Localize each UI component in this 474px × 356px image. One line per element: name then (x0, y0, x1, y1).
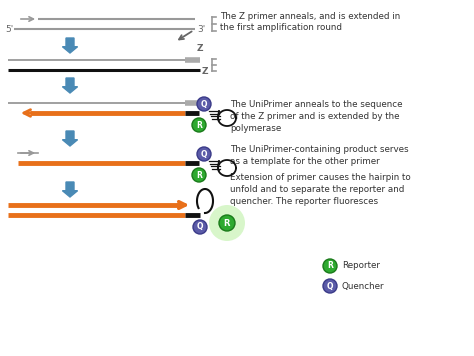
Text: 5': 5' (5, 25, 13, 33)
Text: Q: Q (327, 282, 333, 290)
Text: R: R (327, 262, 333, 271)
FancyArrow shape (63, 78, 78, 93)
Text: Q: Q (197, 222, 203, 231)
Circle shape (193, 220, 207, 234)
Circle shape (209, 205, 245, 241)
Text: Q: Q (201, 99, 207, 109)
FancyArrow shape (63, 131, 78, 146)
Text: Quencher: Quencher (342, 282, 384, 290)
FancyArrow shape (63, 38, 78, 53)
Circle shape (197, 147, 211, 161)
Circle shape (323, 259, 337, 273)
Text: Extension of primer causes the hairpin to
unfold and to separate the reporter an: Extension of primer causes the hairpin t… (230, 173, 411, 206)
Circle shape (197, 97, 211, 111)
Text: Reporter: Reporter (342, 262, 380, 271)
Circle shape (323, 279, 337, 293)
Text: 3': 3' (197, 25, 205, 33)
Text: The UniPrimer anneals to the sequence
of the Z primer and is extended by the
pol: The UniPrimer anneals to the sequence of… (230, 100, 402, 132)
Circle shape (219, 215, 235, 231)
Text: R: R (196, 171, 202, 179)
Text: R: R (196, 120, 202, 130)
Text: Z: Z (202, 67, 209, 75)
Text: The Z primer anneals, and is extended in
the first amplification round: The Z primer anneals, and is extended in… (220, 12, 400, 32)
FancyArrow shape (63, 182, 78, 197)
Text: Z: Z (197, 44, 203, 53)
Text: The UniPrimer-containing product serves
as a template for the other primer: The UniPrimer-containing product serves … (230, 145, 409, 166)
Text: R: R (224, 219, 230, 227)
Circle shape (192, 168, 206, 182)
Circle shape (192, 118, 206, 132)
Text: Q: Q (201, 150, 207, 158)
